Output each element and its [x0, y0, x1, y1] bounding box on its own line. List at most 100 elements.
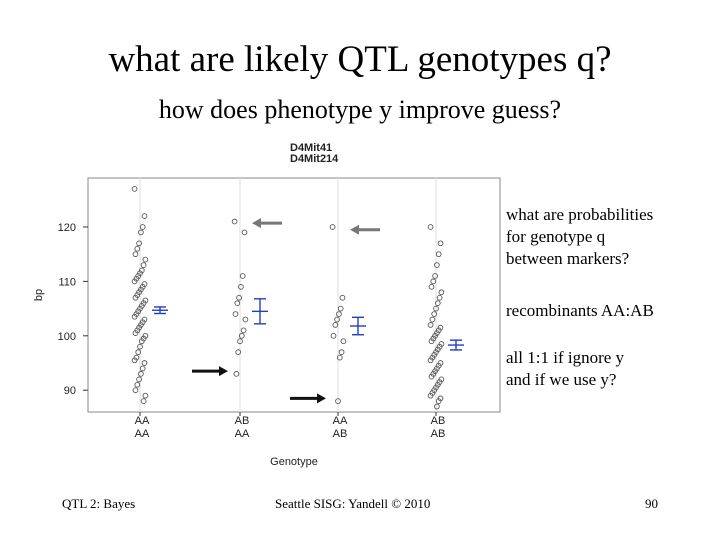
data-point: [242, 316, 249, 323]
data-point: [428, 283, 435, 290]
data-point: [140, 262, 147, 268]
data-point: [339, 294, 346, 301]
data-point: [432, 273, 438, 279]
data-point: [429, 316, 436, 323]
data-point: [336, 311, 342, 317]
x-tick-label-top: AB: [431, 415, 446, 427]
annotation-arrow-head: [317, 393, 326, 404]
data-point: [131, 313, 138, 320]
x-tick-label-bottom: AA: [135, 428, 150, 440]
data-point: [140, 398, 147, 404]
data-point: [131, 357, 138, 364]
data-point: [239, 273, 246, 279]
y-tick-label: 120: [58, 222, 76, 234]
data-point: [335, 398, 341, 404]
data-point: [136, 240, 142, 247]
data-point: [141, 360, 148, 366]
data-point: [139, 365, 146, 372]
data-point: [434, 300, 441, 307]
data-point: [134, 245, 141, 252]
data-point: [434, 403, 440, 410]
note-line-6: and if we use y?: [506, 370, 617, 389]
data-point: [427, 322, 434, 328]
plot-frame: [87, 177, 501, 413]
data-point: [427, 392, 434, 399]
x-tick-label-bottom: AB: [333, 428, 348, 440]
note-line-1: what are probabilities: [506, 205, 654, 224]
data-point: [428, 338, 435, 345]
annotation-arrow-head: [350, 224, 359, 235]
data-point: [238, 332, 245, 339]
data-point: [138, 338, 145, 345]
marker-title: D4Mit41: [290, 142, 332, 154]
data-point: [131, 186, 138, 192]
data-point: [137, 343, 143, 350]
x-tick-label-bottom: AA: [235, 428, 250, 440]
footer-left: QTL 2: Bayes: [62, 496, 136, 511]
data-point: [132, 387, 139, 394]
data-point: [136, 376, 142, 383]
note-line-3: between markers?: [506, 249, 630, 268]
annotation-arrow-head: [219, 366, 228, 377]
y-tick-label: 110: [58, 276, 76, 288]
data-point: [233, 371, 240, 377]
data-point: [231, 218, 238, 225]
data-point: [138, 371, 144, 377]
data-point: [427, 357, 434, 364]
page-number: 90: [645, 496, 658, 511]
data-point: [334, 316, 340, 323]
data-point: [232, 311, 239, 317]
x-tick-label-top: AA: [135, 415, 150, 427]
data-point: [337, 305, 344, 312]
note-line-5: all 1:1 if ignore y: [506, 348, 625, 367]
note-line-4: recombinants AA:AB: [506, 301, 654, 320]
data-point: [132, 251, 139, 258]
data-point: [437, 240, 444, 247]
data-point: [142, 256, 149, 263]
data-point: [433, 305, 439, 312]
x-tick-label-top: AA: [333, 415, 348, 427]
data-point: [340, 338, 347, 345]
slide-title: what are likely QTL genotypes q?: [108, 39, 612, 80]
data-point: [132, 294, 139, 301]
y-tick-label: 100: [58, 331, 76, 343]
data-point: [427, 224, 434, 230]
data-point: [240, 327, 247, 334]
data-point: [238, 283, 244, 290]
x-tick-label-top: AB: [235, 415, 250, 427]
data-point: [135, 349, 142, 355]
data-point: [435, 251, 442, 258]
data-point: [132, 330, 139, 336]
data-point: [430, 278, 437, 285]
x-tick-label-bottom: AB: [431, 428, 446, 440]
slide-subtitle: how does phenotype y improve guess?: [158, 95, 562, 124]
note-line-2: for genotype q: [506, 227, 606, 246]
data-point: [141, 213, 148, 219]
data-point: [435, 398, 442, 404]
footer-center: Seattle SISG: Yandell © 2010: [275, 496, 431, 511]
data-point: [431, 311, 438, 317]
data-point: [336, 354, 343, 361]
data-point: [428, 373, 435, 380]
marker-title: D4Mit214: [290, 153, 339, 165]
y-axis-label: bp: [33, 289, 45, 301]
data-point: [235, 349, 242, 355]
data-point: [138, 229, 144, 236]
data-point: [236, 294, 242, 301]
x-axis-label: Genotype: [270, 456, 318, 468]
data-point: [241, 229, 248, 236]
data-point: [234, 300, 241, 307]
annotation-arrow-head: [252, 218, 261, 229]
data-point: [329, 224, 336, 230]
data-point: [131, 278, 138, 285]
data-point: [338, 349, 345, 355]
data-point: [237, 338, 243, 345]
data-point: [436, 294, 443, 301]
data-point: [139, 224, 146, 230]
data-point: [434, 262, 440, 268]
data-point: [330, 332, 337, 339]
data-point: [332, 322, 339, 328]
data-point: [438, 289, 445, 296]
y-tick-label: 90: [64, 385, 76, 397]
